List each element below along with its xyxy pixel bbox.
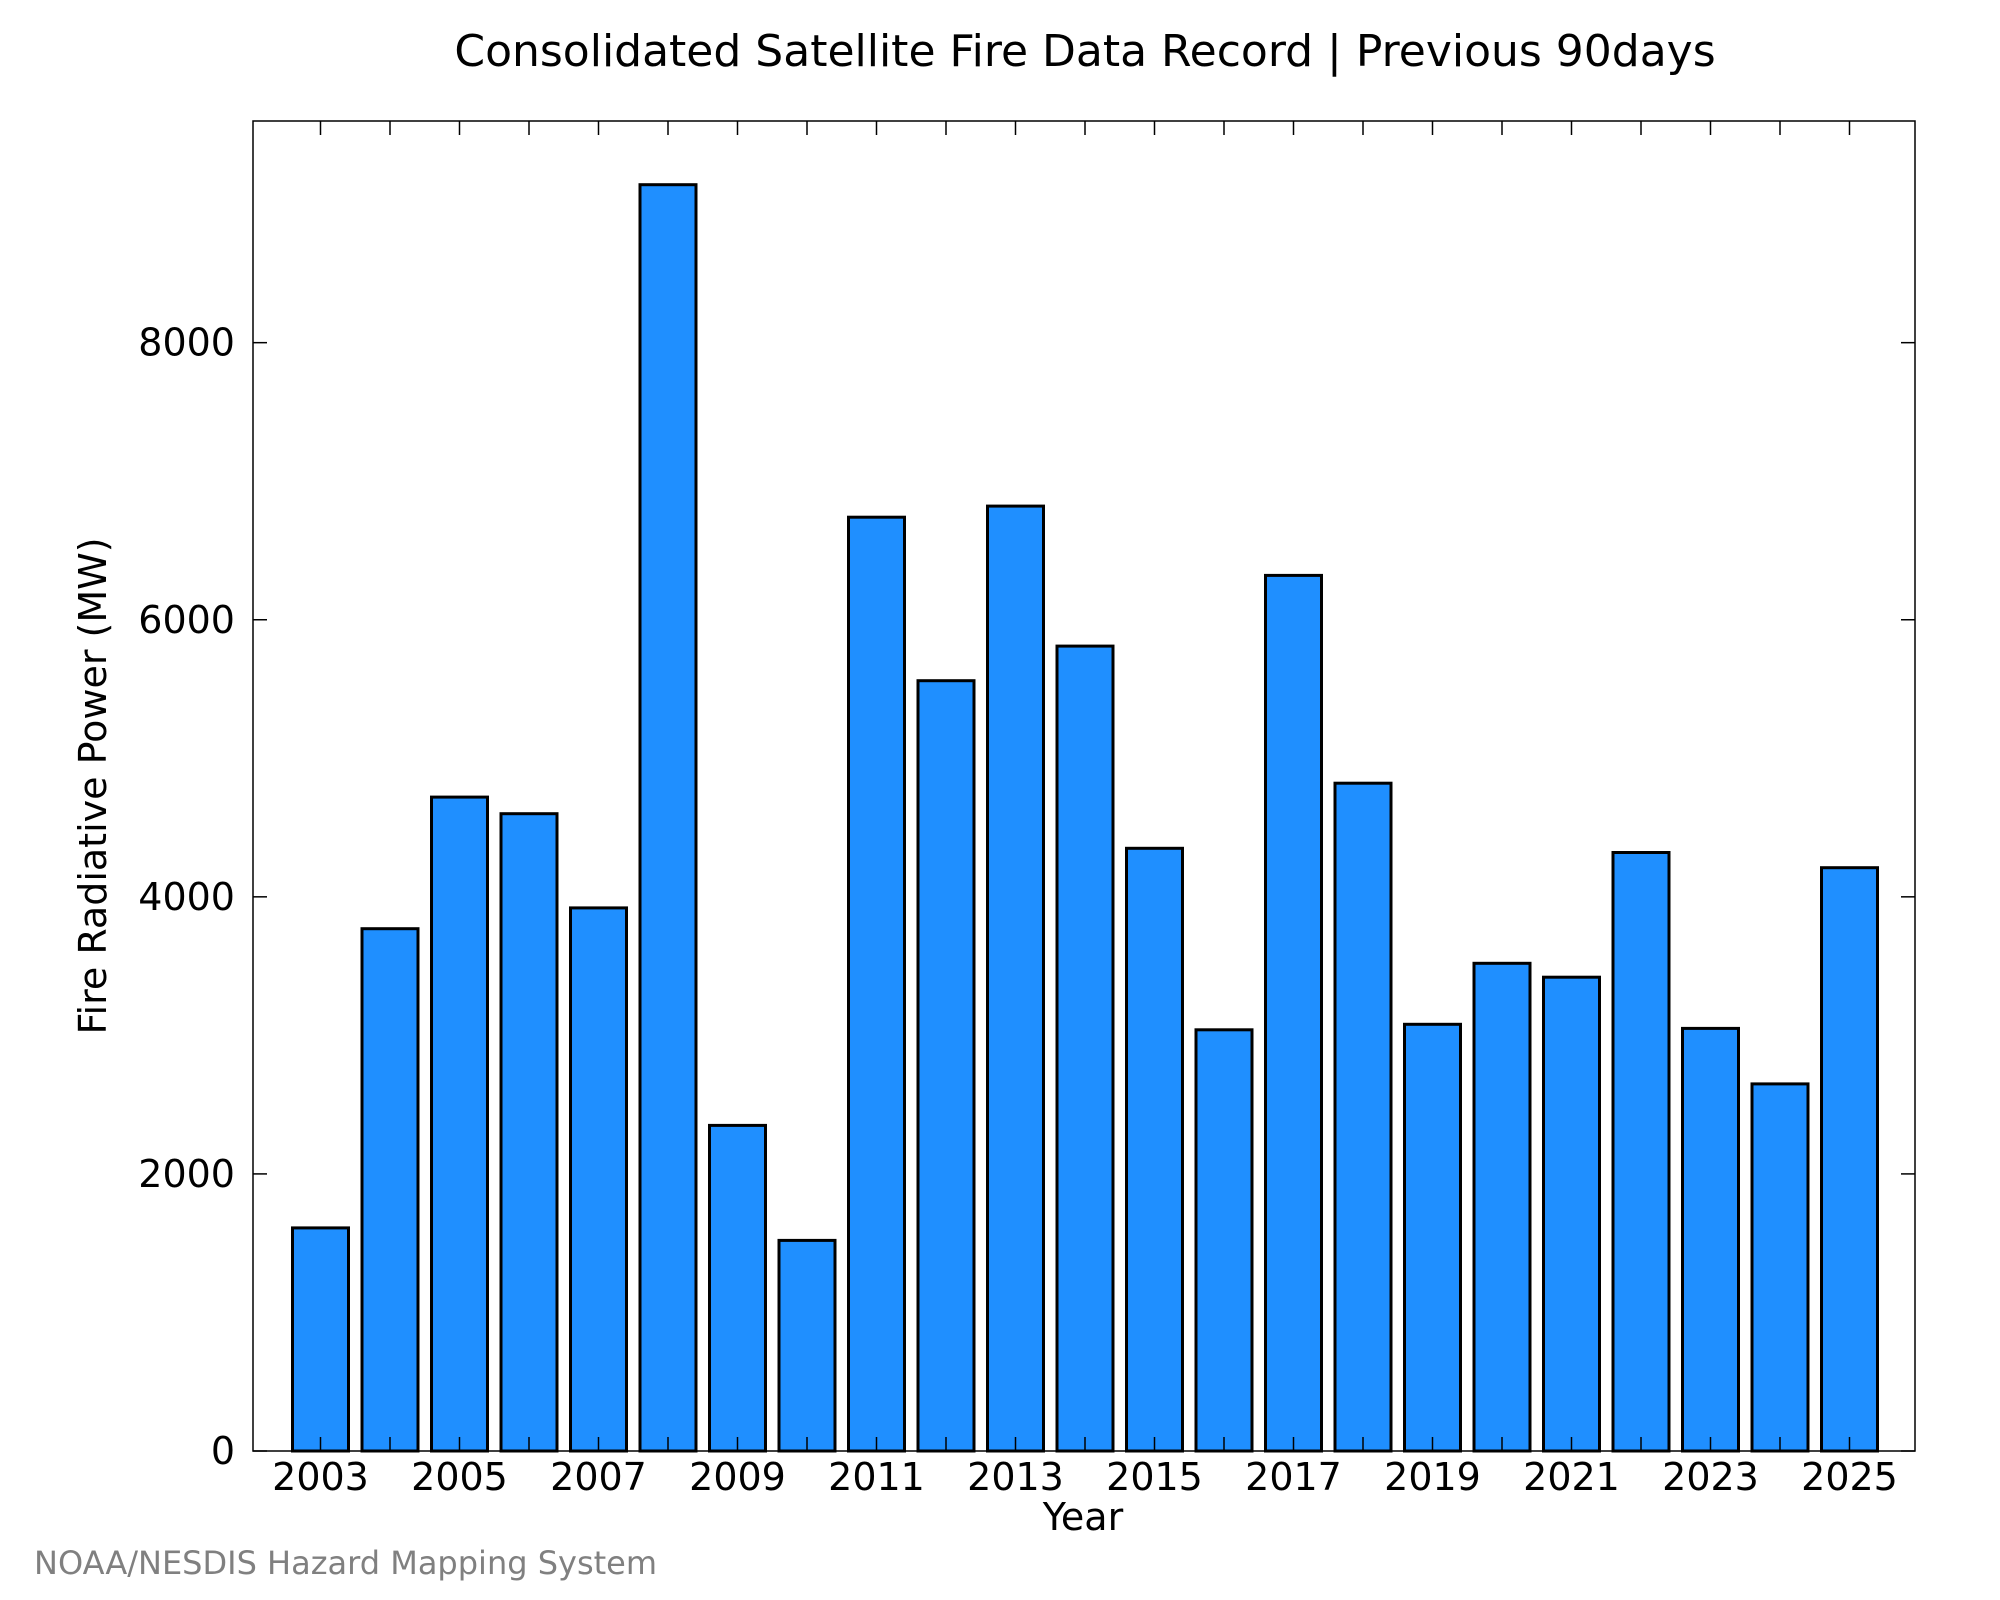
x-tick-label-2011: 2011 [828,1455,925,1499]
bar-2021 [1542,975,1601,1453]
bar-2016 [1194,1028,1254,1453]
bar-2007 [569,906,628,1453]
bar-2005 [430,795,489,1453]
bar-2020 [1472,961,1532,1453]
bar-2017 [1264,573,1323,1453]
chart-title: Consolidated Satellite Fire Data Record … [454,26,1715,77]
bar-2011 [847,515,906,1453]
plot-area-frame [252,120,1916,1452]
bar-2018 [1333,781,1393,1453]
x-tick-label-2013: 2013 [967,1455,1064,1499]
x-axis-ticks: 2003 2005 2007 2009 2011 2013 2015 2017 2019 2021… [272,121,1898,1499]
x-tick-label-2007: 2007 [550,1455,647,1499]
bars-layer [291,183,1879,1453]
bar-2015 [1125,846,1184,1453]
y-tick-label-8000: 8000 [138,321,235,365]
y-axis-title: Fire Radiative Power (MW) [71,537,115,1034]
x-tick-label-2009: 2009 [689,1455,786,1499]
bar-2008 [638,183,698,1453]
bar-2023 [1681,1026,1740,1453]
x-tick-label-2005: 2005 [411,1455,508,1499]
x-tick-label-2019: 2019 [1384,1455,1481,1499]
x-tick-label-2023: 2023 [1662,1455,1759,1499]
bar-2006 [499,812,559,1453]
bar-2009 [708,1123,767,1453]
bar-2014 [1055,644,1115,1453]
y-tick-label-4000: 4000 [138,875,235,919]
y-tick-label-0: 0 [211,1429,235,1473]
bar-2012 [916,679,976,1453]
bar-2004 [360,927,420,1453]
y-axis-ticks: 0 2000 4000 6000 8000 [138,321,1915,1473]
bar-2010 [777,1238,837,1453]
x-tick-label-2025: 2025 [1801,1455,1898,1499]
x-tick-label-2003: 2003 [272,1455,369,1499]
x-tick-label-2017: 2017 [1245,1455,1342,1499]
bar-2022 [1611,851,1671,1453]
x-axis-title: Year [1042,1495,1124,1539]
bar-2024 [1750,1082,1810,1453]
y-tick-label-6000: 6000 [138,598,235,642]
y-tick-label-2000: 2000 [138,1152,235,1196]
credit-text: NOAA/NESDIS Hazard Mapping System [34,1544,657,1582]
bar-2025 [1820,866,1879,1453]
bar-2019 [1403,1022,1462,1453]
x-tick-label-2015: 2015 [1106,1455,1203,1499]
bar-2013 [986,504,1045,1453]
bar-2003 [291,1226,350,1453]
x-tick-label-2021: 2021 [1523,1455,1620,1499]
